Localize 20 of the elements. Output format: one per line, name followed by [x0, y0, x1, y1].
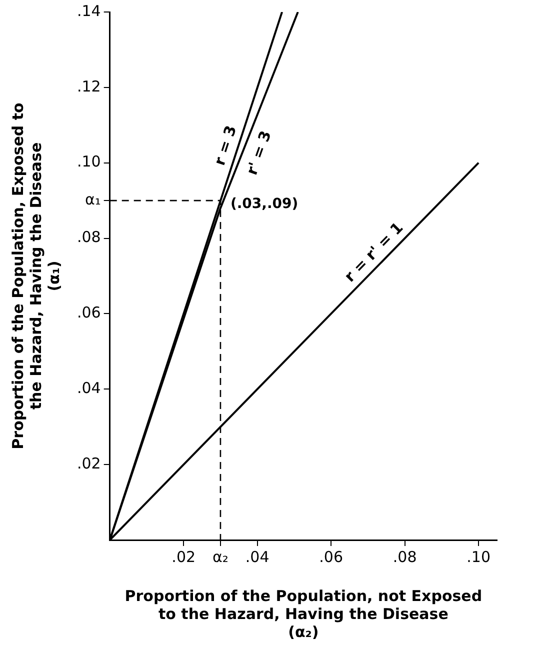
y-tick-label: α₁ — [84, 190, 101, 208]
x-tick-label: .04 — [245, 548, 270, 566]
text: r = r' = 1 — [340, 218, 407, 286]
y-tick-label: .10 — [76, 152, 101, 171]
y-tick-label: .04 — [76, 379, 101, 398]
y-tick-label: .08 — [76, 228, 101, 246]
x-tick-label: .06 — [319, 548, 344, 566]
y-tick-label: .02 — [76, 454, 101, 472]
y-tick-label: .14 — [76, 2, 101, 20]
y-tick-label: .12 — [76, 77, 101, 96]
y-axis-title: Proportion of the Population, Exposed to the Hazard, Having the Disease (α₁) — [8, 102, 63, 450]
x-axis-title: Proportion of the Population, not Exposed to the Hazard, Having the Disease (α₂) — [124, 586, 482, 641]
x-tick-label: .10 — [466, 548, 490, 566]
x-tick-label: .08 — [392, 548, 417, 566]
y-tick-label: .06 — [76, 304, 101, 322]
x-tick-label: α₂ — [212, 548, 228, 566]
text: r = 3 — [210, 123, 240, 168]
text: r' = 3 — [242, 128, 275, 178]
x-tick-label: .02 — [172, 548, 196, 566]
annotation: (.03,.09) — [230, 196, 298, 212]
